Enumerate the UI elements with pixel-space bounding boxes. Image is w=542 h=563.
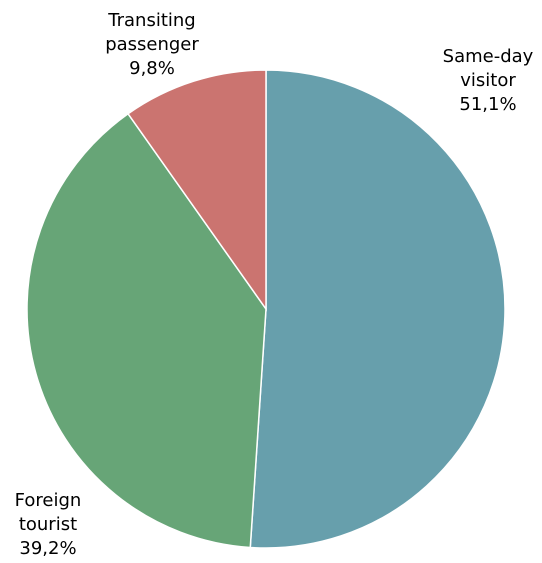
slice-category-label: visitor <box>460 70 516 91</box>
slice-label: Transiting passenger 9,8% <box>105 10 199 79</box>
slice-label: Foreign tourist 39,2% <box>15 490 82 559</box>
slice-category-label: Foreign <box>15 490 82 511</box>
slice-value-label: 51,1% <box>459 94 516 115</box>
slice-value-label: 39,2% <box>19 538 76 559</box>
slice-category-label: Same-day <box>443 46 534 67</box>
slice-category-label: Transiting <box>107 10 195 31</box>
slice-label: Same-day visitor 51,1% <box>443 46 534 115</box>
slice-category-label: passenger <box>105 34 199 55</box>
slice-category-label: tourist <box>19 514 77 535</box>
pie-slice-transiting-passenger <box>127 69 267 312</box>
pie-labels: Same-day visitor 51,1% Foreign tourist 39,2% T… <box>15 10 534 559</box>
pie-slices <box>26 69 506 549</box>
slice-value-label: 9,8% <box>129 58 175 79</box>
pie-slice-same-day-visitor <box>249 69 506 549</box>
pie-slice-foreign-tourist <box>26 112 267 549</box>
